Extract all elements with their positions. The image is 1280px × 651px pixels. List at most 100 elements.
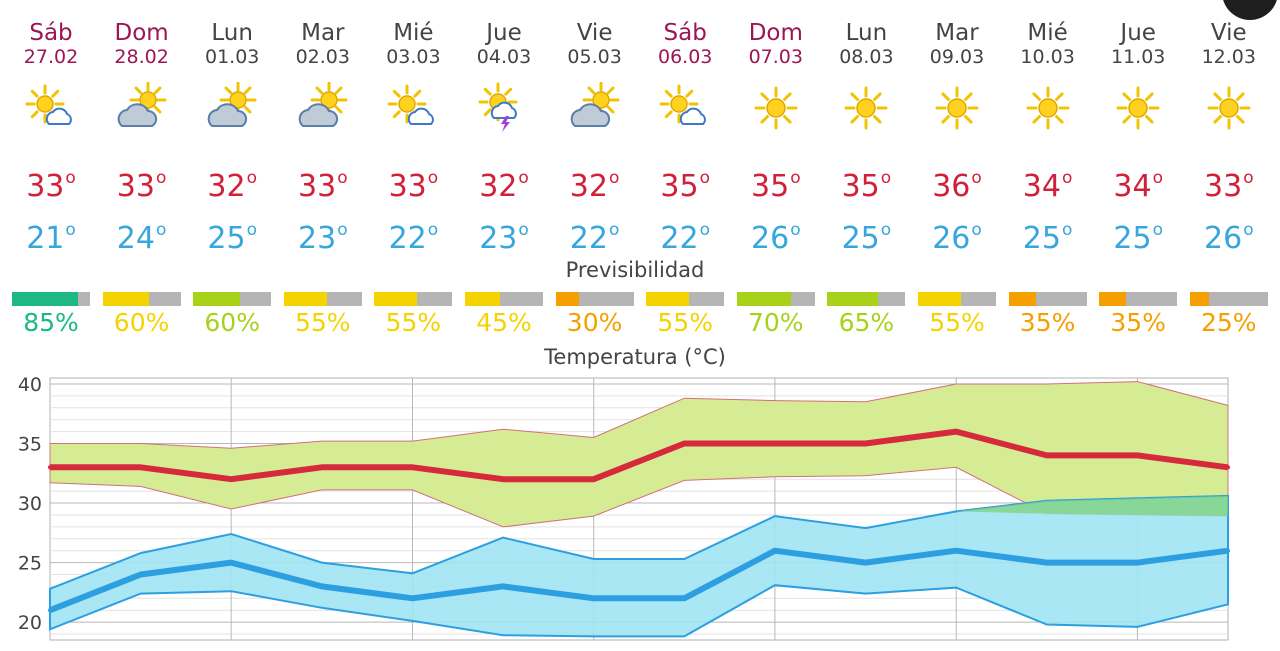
predictability-percent: 70% (748, 308, 804, 337)
day-name: Mar (301, 20, 345, 46)
predictability-percent: 60% (204, 308, 260, 337)
predictability-fill (918, 292, 961, 306)
min-temp-line (48, 547, 1229, 613)
max-temp-line (50, 428, 1229, 483)
min-temp-point (1044, 560, 1049, 565)
predictability-fill (1008, 292, 1036, 306)
max-temp: 33o (1204, 168, 1254, 204)
max-temp: 36o (932, 168, 982, 204)
predictability-bar (1189, 292, 1268, 306)
day-column: Mar 09.03 36o 26o 55% (912, 0, 1002, 340)
day-column: Dom 28.02 33o 24o 60% (97, 0, 187, 340)
predictability-fill (374, 292, 418, 306)
day-column: Dom 07.03 35o 26o 70% (731, 0, 821, 340)
cloud-sun-icon (116, 81, 168, 134)
cloud-sun-icon (206, 81, 258, 134)
day-name: Mié (1027, 20, 1068, 46)
temperature-chart: 20 25 30 35 40 (18, 374, 1230, 641)
predictability-bar (646, 292, 725, 306)
y-tick-label: 25 (18, 553, 42, 575)
day-name: Mar (935, 20, 979, 46)
day-date: 03.03 (386, 46, 441, 68)
day-date: 06.03 (657, 46, 713, 68)
day-date: 08.03 (839, 46, 894, 68)
sun-cloud-icon (659, 82, 711, 134)
day-date: 02.03 (295, 46, 350, 68)
cloud-sun-icon (297, 81, 349, 134)
min-temp: 21o (26, 220, 76, 256)
max-temp: 33o (116, 168, 167, 204)
day-name: Vie (1210, 20, 1247, 46)
max-temp-point (229, 477, 234, 482)
sun-icon (931, 82, 983, 134)
min-temp: 22o (660, 220, 710, 256)
min-temp-point (138, 572, 143, 577)
cloud-sun-icon (569, 81, 621, 134)
predictability-bar (555, 292, 634, 306)
max-temp-point (954, 429, 959, 434)
min-temp: 26o (751, 220, 801, 256)
predictability-fill (646, 292, 690, 306)
day-column: Mié 10.03 34o 25o 35% (1003, 0, 1093, 340)
day-column: Mar 02.03 33o 23o 55% (278, 0, 368, 340)
min-temp: 25o (207, 220, 257, 256)
day-name: Jue (486, 20, 522, 46)
min-temp: 26o (1204, 220, 1254, 256)
predictability-percent: 35% (1110, 308, 1166, 337)
day-date: 04.03 (476, 46, 532, 68)
max-temp-point (319, 465, 324, 470)
predictability-percent: 85% (23, 308, 79, 337)
predictability-bar (465, 292, 543, 306)
predictability-percent: 30% (566, 308, 623, 337)
max-temp-point (863, 441, 868, 446)
day-column: Jue 04.03 32o 23o 45% (459, 0, 549, 340)
predictability-bar (102, 292, 181, 306)
chart-title: Temperatura (°C) (544, 345, 726, 369)
max-temp-point (591, 477, 596, 482)
min-temp-point (772, 548, 777, 553)
day-column: Jue 11.03 34o 25o 35% (1093, 0, 1183, 340)
min-temp: 25o (1022, 220, 1073, 256)
day-date: 27.02 (23, 46, 79, 68)
min-temp-point (501, 584, 506, 589)
min-temp: 26o (932, 220, 982, 256)
day-date: 01.03 (204, 46, 260, 68)
predictability-fill (1189, 292, 1210, 306)
max-temp-point (1044, 453, 1049, 458)
max-temp-point (1226, 465, 1230, 470)
max-temp-point (1135, 453, 1140, 458)
forecast-days: Sáb 27.02 33o 21o 85% Dom 28.02 33o 24o 60% Lun 01.… (12, 0, 1268, 340)
day-name: Mié (393, 20, 434, 46)
day-name: Vie (576, 20, 613, 46)
day-name: Sáb (663, 20, 707, 46)
min-temp-point (1135, 560, 1140, 565)
day-name: Dom (748, 20, 803, 46)
day-name: Jue (1120, 20, 1156, 46)
day-name: Lun (211, 20, 253, 46)
max-temp: 32o (569, 168, 620, 204)
day-date: 10.03 (1020, 46, 1075, 68)
min-temp-point (229, 560, 234, 565)
predictability-percent: 35% (1019, 308, 1076, 337)
predictability-fill (736, 292, 792, 306)
predictability-percent: 25% (1201, 308, 1257, 337)
predictability-bar (1099, 292, 1178, 306)
max-temp-point (682, 441, 687, 446)
predictability-fill (555, 292, 579, 306)
day-name: Dom (114, 20, 169, 46)
predictability-fill (465, 292, 501, 306)
min-temp-point (319, 584, 324, 589)
min-temp: 22o (569, 220, 620, 256)
max-temp: 34o (1113, 168, 1163, 204)
day-date: 11.03 (1110, 46, 1166, 68)
sun-icon (1203, 82, 1255, 134)
predictability-bar (918, 292, 996, 306)
min-temp: 23o (479, 220, 529, 256)
predictability-bar (193, 292, 272, 306)
predictability-fill (283, 292, 327, 306)
predictability-bar (827, 292, 906, 306)
corner-logo-badge (1222, 0, 1278, 20)
max-temp: 35o (841, 168, 892, 204)
day-date: 07.03 (748, 46, 803, 68)
max-temp-point (410, 465, 415, 470)
